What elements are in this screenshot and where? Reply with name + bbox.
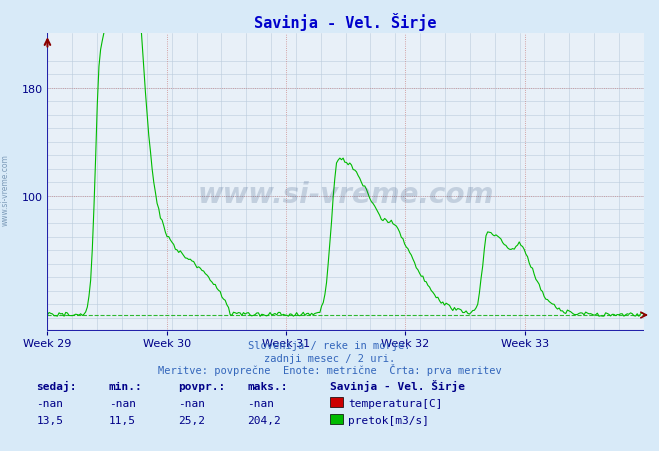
Text: www.si-vreme.com: www.si-vreme.com [198,180,494,208]
Text: Savinja - Vel. Širje: Savinja - Vel. Širje [330,379,465,391]
Text: sedaj:: sedaj: [36,380,76,391]
Text: min.:: min.: [109,381,142,391]
Text: 25,2: 25,2 [178,415,205,425]
Text: -nan: -nan [36,398,63,408]
Text: 13,5: 13,5 [36,415,63,425]
Text: maks.:: maks.: [247,381,287,391]
Text: pretok[m3/s]: pretok[m3/s] [348,415,429,425]
Text: zadnji mesec / 2 uri.: zadnji mesec / 2 uri. [264,353,395,363]
Text: 11,5: 11,5 [109,415,136,425]
Text: -nan: -nan [247,398,274,408]
Text: povpr.:: povpr.: [178,381,225,391]
Text: -nan: -nan [109,398,136,408]
Text: Slovenija / reke in morje.: Slovenija / reke in morje. [248,340,411,350]
Text: Meritve: povprečne  Enote: metrične  Črta: prva meritev: Meritve: povprečne Enote: metrične Črta:… [158,364,501,375]
Text: -nan: -nan [178,398,205,408]
Text: 204,2: 204,2 [247,415,281,425]
Text: temperatura[C]: temperatura[C] [348,398,442,408]
Title: Savinja - Vel. Širje: Savinja - Vel. Širje [254,14,437,31]
Text: www.si-vreme.com: www.si-vreme.com [1,153,10,226]
